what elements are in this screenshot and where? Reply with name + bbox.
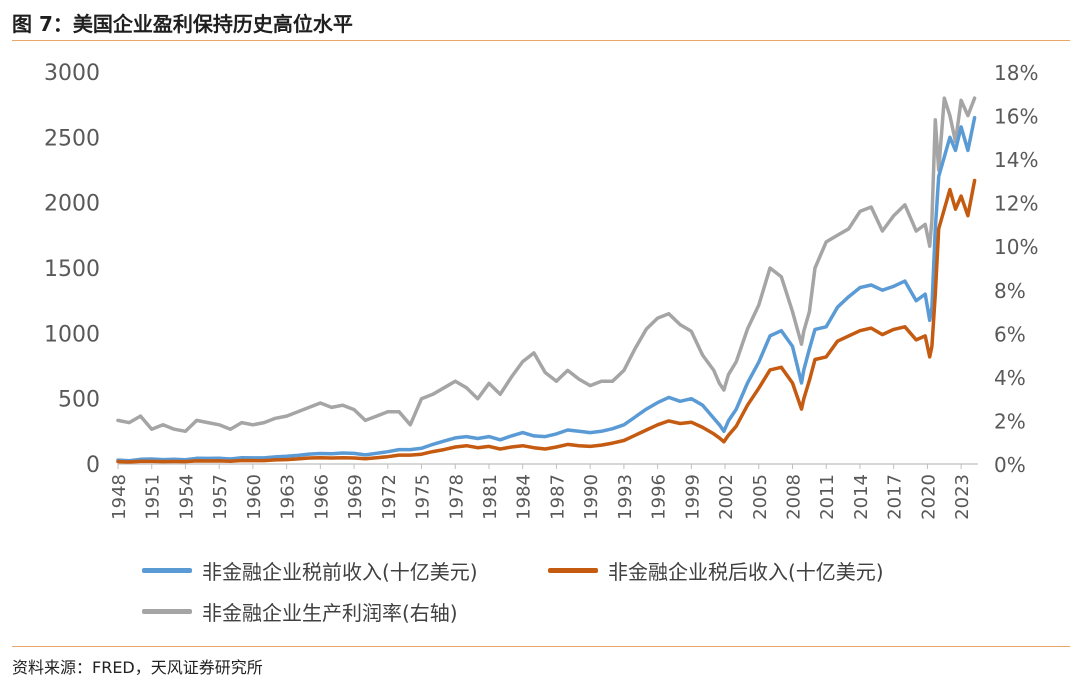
source-note: 资料来源：FRED，天风证券研究所 <box>12 658 263 677</box>
y-left-tick-label: 2000 <box>44 192 100 217</box>
x-tick-label: 1951 <box>143 474 164 520</box>
x-tick-label: 1972 <box>379 474 400 520</box>
x-tick-label: 1960 <box>244 474 265 520</box>
chart-series <box>116 96 977 464</box>
y-left-tick-label: 1500 <box>44 257 100 282</box>
legend-item-margin: 非金融企业生产利润率(右轴) <box>142 597 458 626</box>
x-tick-label: 1984 <box>514 474 535 520</box>
x-tick-label: 1966 <box>311 474 332 520</box>
title-divider <box>12 40 1070 41</box>
y-left-tick-label: 0 <box>86 453 100 478</box>
legend-swatch-aftertax <box>548 568 598 573</box>
y-right-tick-label: 0% <box>994 453 1026 477</box>
x-tick-label: 2005 <box>750 474 771 520</box>
y-right-tick-label: 2% <box>994 409 1026 433</box>
x-tick-label: 1996 <box>649 474 670 520</box>
y-right-tick-label: 12% <box>994 192 1038 216</box>
figure-title: 图 7：美国企业盈利保持历史高位水平 <box>12 12 353 36</box>
x-tick-label: 1969 <box>345 474 366 520</box>
y-right-tick-label: 8% <box>994 279 1026 303</box>
y-right-tick-label: 14% <box>994 148 1038 172</box>
series-line-0 <box>116 115 977 463</box>
x-tick-label: 1948 <box>109 474 130 520</box>
x-tick-label: 2017 <box>885 474 906 520</box>
x-tick-label: 1975 <box>413 474 434 520</box>
y-right-tick-label: 4% <box>994 366 1026 390</box>
legend-swatch-pretax <box>142 568 192 573</box>
legend-label-aftertax: 非金融企业税后收入(十亿美元) <box>608 560 884 584</box>
x-tick-label: 1990 <box>581 474 602 520</box>
y-left-tick-label: 2500 <box>44 126 100 151</box>
y-right-tick-label: 10% <box>994 235 1038 259</box>
x-tick-label: 1987 <box>547 474 568 520</box>
x-tick-label: 1981 <box>480 474 501 520</box>
x-tick-label: 1978 <box>446 474 467 520</box>
x-tick-label: 1993 <box>615 474 636 520</box>
y-right-tick-label: 6% <box>994 322 1026 346</box>
legend-item-pretax: 非金融企业税前收入(十亿美元) <box>142 556 478 585</box>
y-left-tick-label: 3000 <box>44 61 100 86</box>
y-right-tick-label: 16% <box>994 105 1038 129</box>
y-left-tick-label: 500 <box>58 388 100 413</box>
y-left-tick-label: 1000 <box>44 322 100 347</box>
chart-axes: 0 500 1000 1500 2000 2500 3000 0% 2% 4% 6% 8% 10% 12%… <box>44 61 1038 520</box>
legend-label-margin: 非金融企业生产利润率(右轴) <box>202 601 458 625</box>
x-tick-label: 1954 <box>176 474 197 520</box>
x-tick-label: 1999 <box>682 474 703 520</box>
x-tick-label: 2008 <box>784 474 805 520</box>
legend-label-pretax: 非金融企业税前收入(十亿美元) <box>202 560 478 584</box>
series-line-1 <box>116 178 977 464</box>
x-tick-label: 1957 <box>210 474 231 520</box>
legend-swatch-margin <box>142 609 192 614</box>
x-tick-label: 1963 <box>278 474 299 520</box>
source-divider <box>12 646 1070 647</box>
chart-canvas: 0 500 1000 1500 2000 2500 3000 0% 2% 4% 6% 8% 10% 12%… <box>44 61 1038 520</box>
y-right-tick-label: 18% <box>994 61 1038 85</box>
legend-item-aftertax: 非金融企业税后收入(十亿美元) <box>548 556 884 585</box>
x-tick-label: 2002 <box>716 474 737 520</box>
x-tick-label: 2023 <box>952 474 973 520</box>
series-line-2 <box>116 96 977 434</box>
x-tick-label: 2014 <box>851 474 872 520</box>
x-tick-label: 2011 <box>817 474 838 520</box>
x-tick-label: 2020 <box>918 474 939 520</box>
